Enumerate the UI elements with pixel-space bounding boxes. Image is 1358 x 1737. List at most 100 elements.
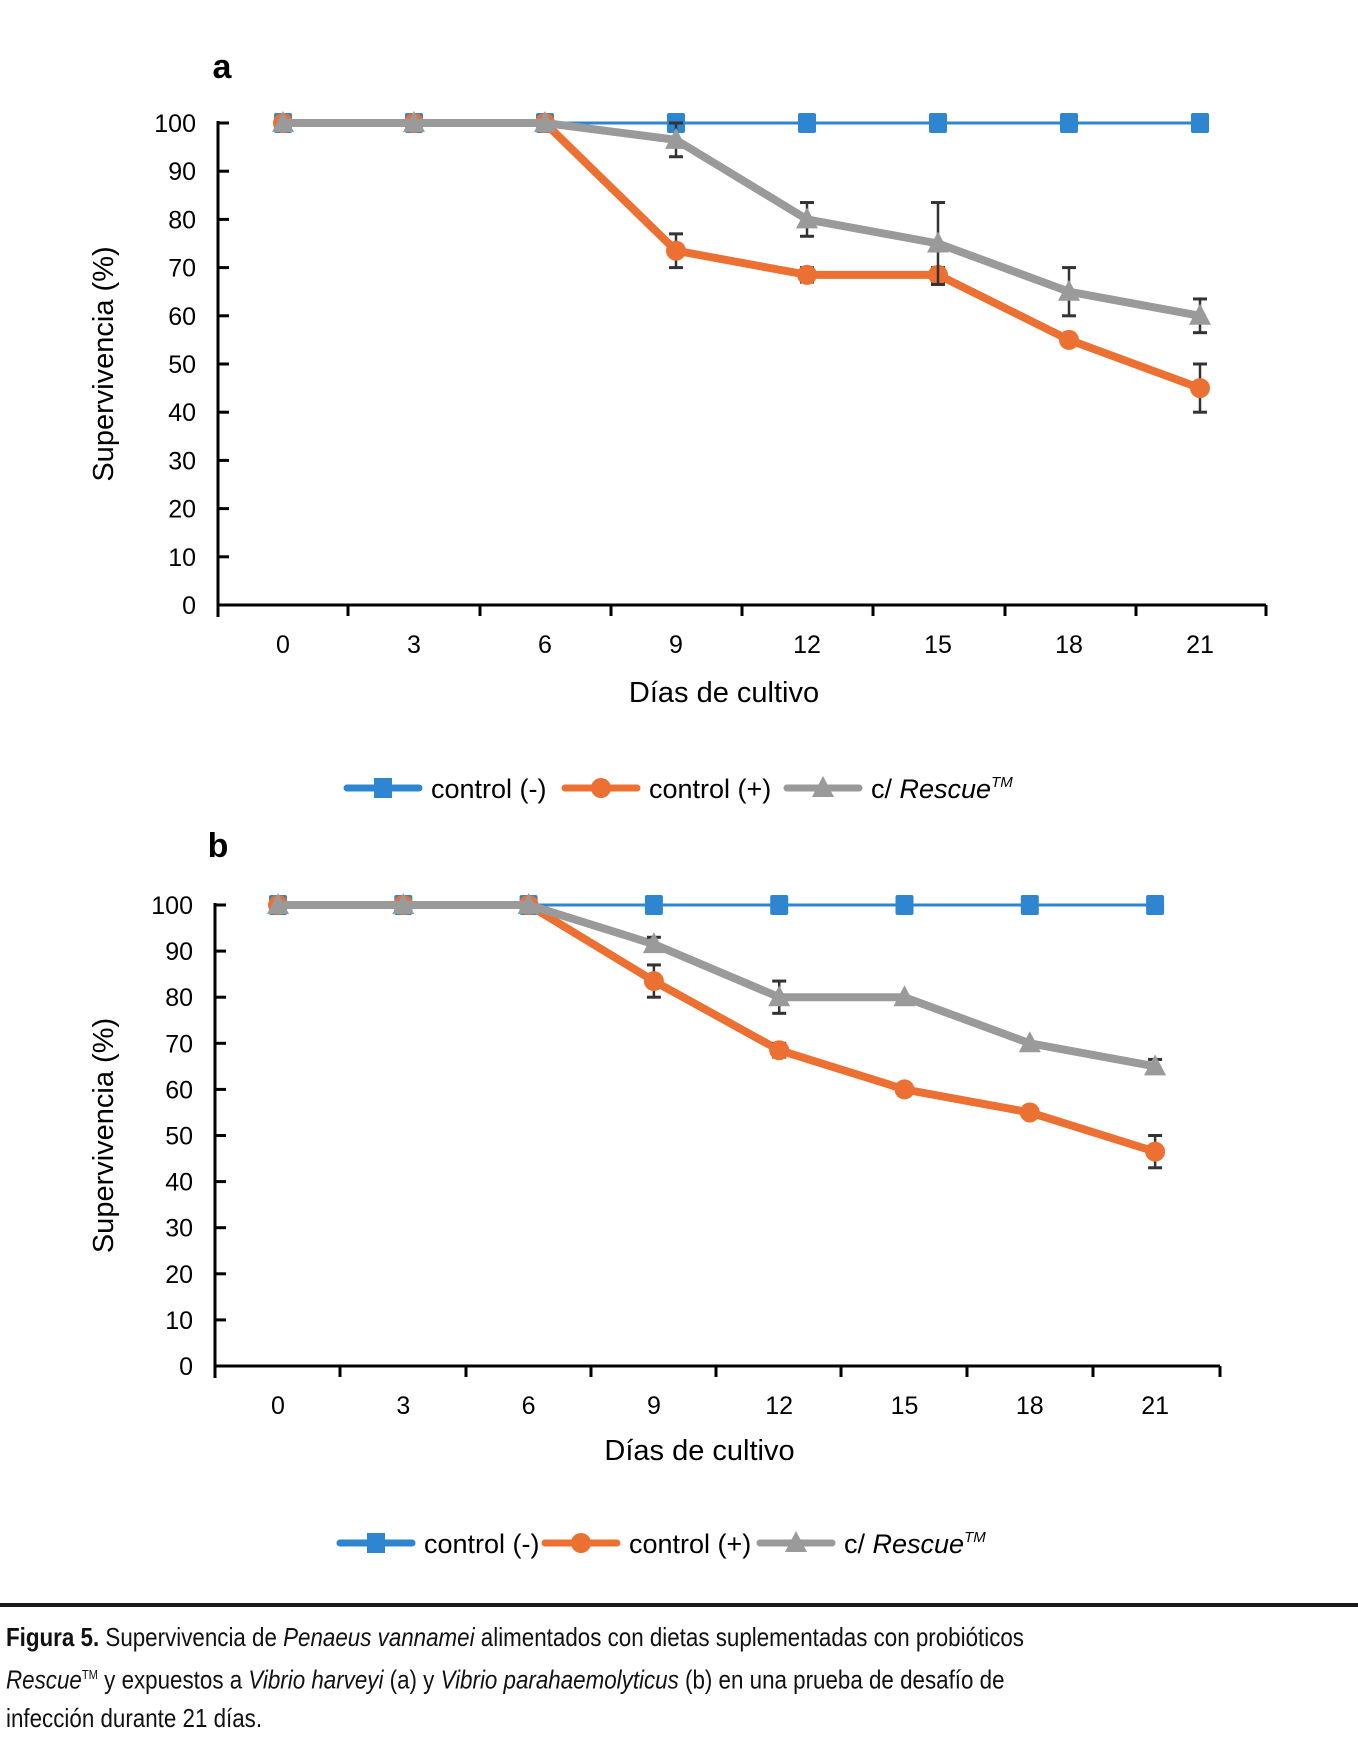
data-point-triangle: [534, 111, 556, 132]
data-point-triangle: [768, 985, 791, 1007]
legend-label-rescue: Rescue: [873, 1529, 965, 1559]
legend-label: control (-): [431, 774, 547, 804]
data-point-triangle: [796, 207, 818, 229]
y-tick-label: 70: [165, 1030, 193, 1058]
data-point-triangle: [392, 893, 415, 914]
legend-marker-square: [374, 778, 392, 798]
x-tick-label: 15: [924, 631, 952, 659]
data-point-triangle: [893, 985, 916, 1007]
x-tick-label: 9: [669, 631, 683, 659]
y-tick-label: 20: [165, 1261, 193, 1289]
legend-marker-circle: [591, 778, 611, 798]
caption-tm: TM: [81, 1667, 98, 1682]
legend: control (-) control (+) c/ RescueTM: [343, 774, 1013, 804]
series-line: [283, 119, 1201, 320]
series-control-pos: [273, 113, 1210, 414]
data-point-square: [1191, 113, 1209, 133]
data-point-square: [1146, 895, 1165, 915]
data-point-circle: [666, 240, 686, 261]
y-tick-label: 40: [168, 399, 196, 427]
x-tick-label: 9: [647, 1392, 661, 1420]
x-tick-label: 3: [396, 1392, 410, 1420]
x-tick-label: 0: [271, 1392, 285, 1420]
data-point-square: [929, 113, 947, 133]
y-tick-label: 20: [168, 496, 196, 524]
y-tick-label: 80: [165, 984, 193, 1012]
legend-label: control (-): [424, 1529, 540, 1559]
data-point-triangle: [665, 127, 687, 149]
y-tick-label: 30: [168, 447, 196, 475]
series-rescue: [272, 111, 1211, 335]
data-point-triangle: [1058, 279, 1080, 301]
caption-vibrio-parahaemolyticus: Vibrio parahaemolyticus: [440, 1664, 679, 1695]
data-point-triangle: [927, 231, 949, 253]
data-point-circle: [643, 971, 664, 992]
y-tick-label: 60: [168, 303, 196, 331]
legend-label: c/ RescueTM: [871, 774, 1013, 804]
legend-label-tm: TM: [964, 1529, 986, 1546]
data-point-triangle: [403, 111, 425, 132]
data-point-triangle: [267, 893, 289, 914]
caption-vibrio-harveyi: Vibrio harveyi: [248, 1664, 384, 1695]
x-tick-label: 12: [765, 1392, 793, 1420]
chart-panel-a: a 0 10 20 30 40 50 60 70 80 90 100 0 3 6 9 12 15 18 21 Días …: [88, 48, 1268, 804]
x-tick-label: 12: [793, 631, 821, 659]
y-tick-label: 50: [168, 351, 196, 379]
data-point-circle: [1190, 378, 1210, 399]
data-point-square: [1020, 895, 1039, 915]
legend-label: c/ RescueTM: [844, 1529, 986, 1559]
y-tick-label: 0: [182, 592, 196, 620]
data-point-circle: [1019, 1102, 1040, 1123]
y-tick-label: 60: [165, 1076, 193, 1104]
caption-text: Supervivencia de: [99, 1622, 284, 1652]
y-tick-label: 0: [179, 1353, 193, 1381]
legend: control (-) control (+) c/ RescueTM: [336, 1529, 986, 1559]
data-point-circle: [1059, 329, 1079, 350]
series-rescue: [267, 893, 1167, 1076]
legend-label: control (+): [629, 1529, 751, 1559]
y-tick-label: 80: [168, 206, 196, 234]
y-axis-title: Supervivencia (%): [88, 1018, 120, 1253]
y-axis-title: Supervivencia (%): [88, 246, 120, 481]
x-tick-label: 0: [276, 631, 290, 659]
y-tick-label: 70: [168, 255, 196, 283]
legend-label-prefix: c/: [844, 1529, 873, 1559]
caption-text: y expuestos a: [97, 1664, 249, 1695]
data-point-triangle: [272, 111, 294, 132]
y-tick-label: 90: [165, 938, 193, 966]
panel-label: a: [213, 48, 233, 86]
legend-label-rescue: Rescue: [900, 774, 992, 804]
y-tick-label: 100: [151, 892, 193, 920]
legend-marker-triangle: [812, 776, 834, 797]
data-point-circle: [797, 264, 817, 285]
caption-text: alimentados con dietas suplementadas con…: [474, 1622, 1024, 1652]
x-tick-label: 18: [1016, 1392, 1044, 1420]
data-point-triangle: [1189, 303, 1211, 325]
caption-product: Rescue: [6, 1664, 82, 1695]
x-tick-label: 6: [522, 1392, 536, 1420]
legend-label-prefix: c/: [871, 774, 900, 804]
legend-marker-square: [367, 1533, 385, 1553]
data-point-triangle: [517, 893, 540, 914]
y-tick-label: 10: [168, 544, 196, 572]
x-tick-label: 21: [1141, 1392, 1169, 1420]
panel-label: b: [208, 827, 229, 865]
legend-marker-triangle: [785, 1531, 807, 1552]
y-tick-label: 50: [165, 1123, 193, 1151]
data-point-square: [644, 895, 663, 915]
data-point-square: [770, 895, 789, 915]
y-tick-label: 90: [168, 158, 196, 186]
chart-panel-b: b 0 10 20 30 40 50 60 70 80 90 100 0 3 6 9 12 15 18 21 Días …: [88, 827, 1222, 1559]
series-control-pos: [268, 895, 1166, 1170]
x-tick-label: 18: [1055, 631, 1083, 659]
data-point-triangle: [1018, 1031, 1041, 1053]
legend-marker-circle: [571, 1533, 591, 1553]
data-point-circle: [894, 1079, 915, 1100]
data-point-square: [1060, 113, 1078, 133]
y-tick-label: 30: [165, 1215, 193, 1243]
legend-label: control (+): [649, 774, 771, 804]
series-line: [278, 901, 1156, 1071]
caption-species: Penaeus vannamei: [283, 1622, 475, 1652]
x-axis-title: Días de cultivo: [629, 677, 819, 709]
